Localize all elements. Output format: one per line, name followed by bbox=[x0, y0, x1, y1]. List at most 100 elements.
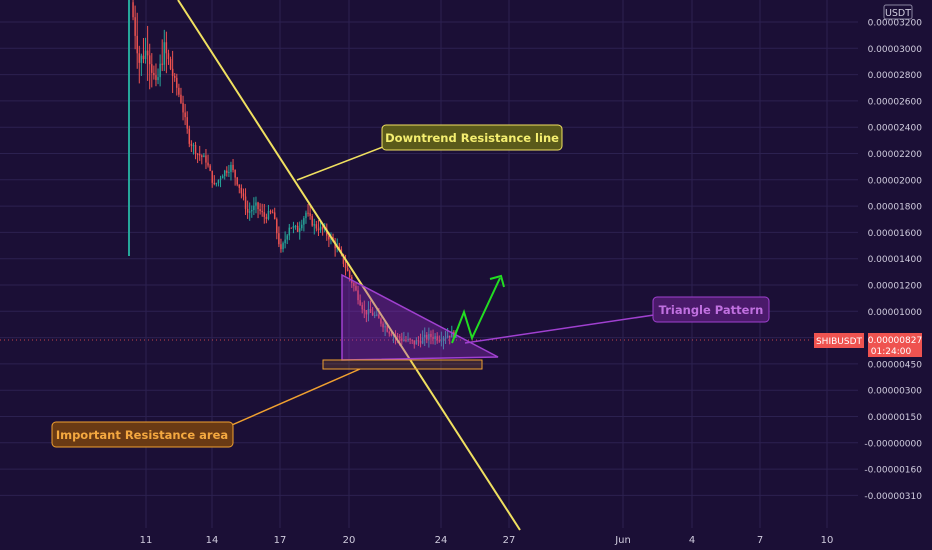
candle-body bbox=[415, 340, 418, 345]
price-tick-label: 0.00003000 bbox=[868, 45, 923, 55]
price-tick-label: 0.00002600 bbox=[868, 97, 923, 107]
candle-body bbox=[148, 55, 151, 65]
candle-body bbox=[298, 228, 301, 232]
candle-body bbox=[246, 208, 249, 213]
candle-body bbox=[140, 55, 143, 63]
time-tick-label: 17 bbox=[274, 535, 287, 546]
candle-body bbox=[142, 55, 145, 60]
currency-badge[interactable]: USDT bbox=[883, 4, 913, 20]
triangle-pattern[interactable] bbox=[341, 273, 499, 361]
candle-body bbox=[271, 212, 274, 214]
candle-body bbox=[215, 183, 218, 185]
candle-body bbox=[146, 50, 149, 56]
price-axis[interactable]: 0.00003200 0.00003000 0.00002800 0.00002600… bbox=[864, 19, 922, 502]
candle-body bbox=[346, 268, 349, 272]
candle-body bbox=[228, 171, 230, 173]
candle-body bbox=[396, 336, 399, 338]
candle-body bbox=[303, 218, 305, 225]
candle-body bbox=[190, 143, 193, 146]
candle-body bbox=[167, 53, 170, 60]
candle-body bbox=[238, 184, 241, 188]
candle-body bbox=[226, 170, 228, 173]
time-axis[interactable]: 11 14 17 20 24 27 Jun 4 7 10 bbox=[140, 535, 834, 546]
price-tick-label: 0.00003200 bbox=[868, 19, 923, 29]
candle-body bbox=[390, 333, 393, 336]
candle-body bbox=[192, 145, 195, 147]
candle-body bbox=[248, 211, 251, 213]
price-tick-label: 0.00000150 bbox=[868, 413, 923, 423]
candle-body bbox=[398, 336, 401, 339]
candle-body bbox=[176, 77, 178, 88]
candle-body bbox=[178, 87, 180, 95]
candle-body bbox=[365, 310, 368, 315]
candle-body bbox=[419, 340, 422, 344]
candle-body bbox=[430, 333, 432, 337]
downtrend-callout[interactable]: Downtrend Resistance line bbox=[381, 124, 563, 151]
candle-body bbox=[136, 35, 138, 54]
candle-body bbox=[163, 42, 166, 65]
candle-body bbox=[344, 263, 347, 269]
candle-body bbox=[421, 337, 424, 344]
price-tick-label: 0.00002000 bbox=[868, 176, 923, 186]
time-tick-label: 4 bbox=[689, 535, 695, 546]
candle-body bbox=[296, 225, 299, 232]
candle-body bbox=[294, 225, 297, 227]
triangle-callout-label: Triangle Pattern bbox=[659, 303, 764, 317]
breakout-arrow[interactable] bbox=[451, 277, 501, 344]
price-tick-label: -0.00000000 bbox=[864, 439, 922, 449]
time-tick-label: 24 bbox=[435, 535, 448, 546]
candle-body bbox=[132, 2, 134, 18]
candle-body bbox=[367, 308, 370, 315]
candle-body bbox=[182, 102, 184, 113]
candle-body bbox=[198, 153, 201, 156]
price-tick-label: 0.00001400 bbox=[868, 255, 923, 265]
triangle-callout[interactable]: Triangle Pattern bbox=[652, 296, 770, 323]
candle-body bbox=[219, 178, 222, 180]
candle-body bbox=[257, 202, 259, 210]
candle-body bbox=[357, 290, 359, 301]
price-tick-label: 0.00002800 bbox=[868, 71, 923, 81]
downtrend-resistance-line[interactable] bbox=[177, 0, 521, 531]
candle-body bbox=[319, 226, 322, 231]
candle-body bbox=[451, 331, 453, 338]
candle-body bbox=[292, 226, 295, 229]
candle-body bbox=[261, 210, 263, 213]
candles bbox=[128, 0, 457, 350]
candle-body bbox=[153, 72, 155, 76]
candle-body bbox=[207, 162, 209, 166]
candle-body bbox=[155, 75, 157, 81]
candle-body bbox=[376, 314, 378, 316]
price-tick-label: 0.00000300 bbox=[868, 387, 923, 397]
price-tick-label: 0.00001200 bbox=[868, 282, 923, 292]
resistance-area-box[interactable] bbox=[322, 359, 483, 370]
candle-body bbox=[276, 219, 278, 234]
candle-body bbox=[205, 155, 207, 163]
candle-body bbox=[313, 224, 316, 226]
candle-body bbox=[273, 212, 276, 220]
price-tick-label: 0.00000450 bbox=[868, 360, 923, 370]
candle-body bbox=[209, 165, 211, 171]
candle-body bbox=[184, 112, 186, 118]
time-tick-label: 14 bbox=[206, 535, 219, 546]
price-tick-label: 0.00002400 bbox=[868, 124, 923, 134]
candle-body bbox=[307, 212, 309, 214]
candle-body bbox=[373, 314, 376, 316]
candle-body bbox=[194, 145, 197, 154]
candle-body bbox=[288, 227, 291, 236]
candle-body bbox=[159, 63, 161, 78]
candle-body bbox=[278, 233, 280, 245]
price-tick-label: 0.00001600 bbox=[868, 229, 923, 239]
candle-body bbox=[401, 338, 403, 341]
last-price-tag: 0.00000827 01:24:00 bbox=[868, 333, 922, 357]
candle-body bbox=[161, 63, 163, 65]
time-tick-label: 20 bbox=[343, 535, 356, 546]
price-tick-label: -0.00000310 bbox=[864, 492, 922, 502]
candle-body bbox=[388, 331, 391, 334]
symbol-tag: SHIBUSDT bbox=[814, 333, 864, 348]
resistance-callout[interactable]: Important Resistance area bbox=[51, 421, 234, 448]
candle-body bbox=[180, 94, 182, 103]
countdown-label: 01:24:00 bbox=[871, 347, 912, 357]
symbol-tag-label: SHIBUSDT bbox=[816, 337, 863, 347]
